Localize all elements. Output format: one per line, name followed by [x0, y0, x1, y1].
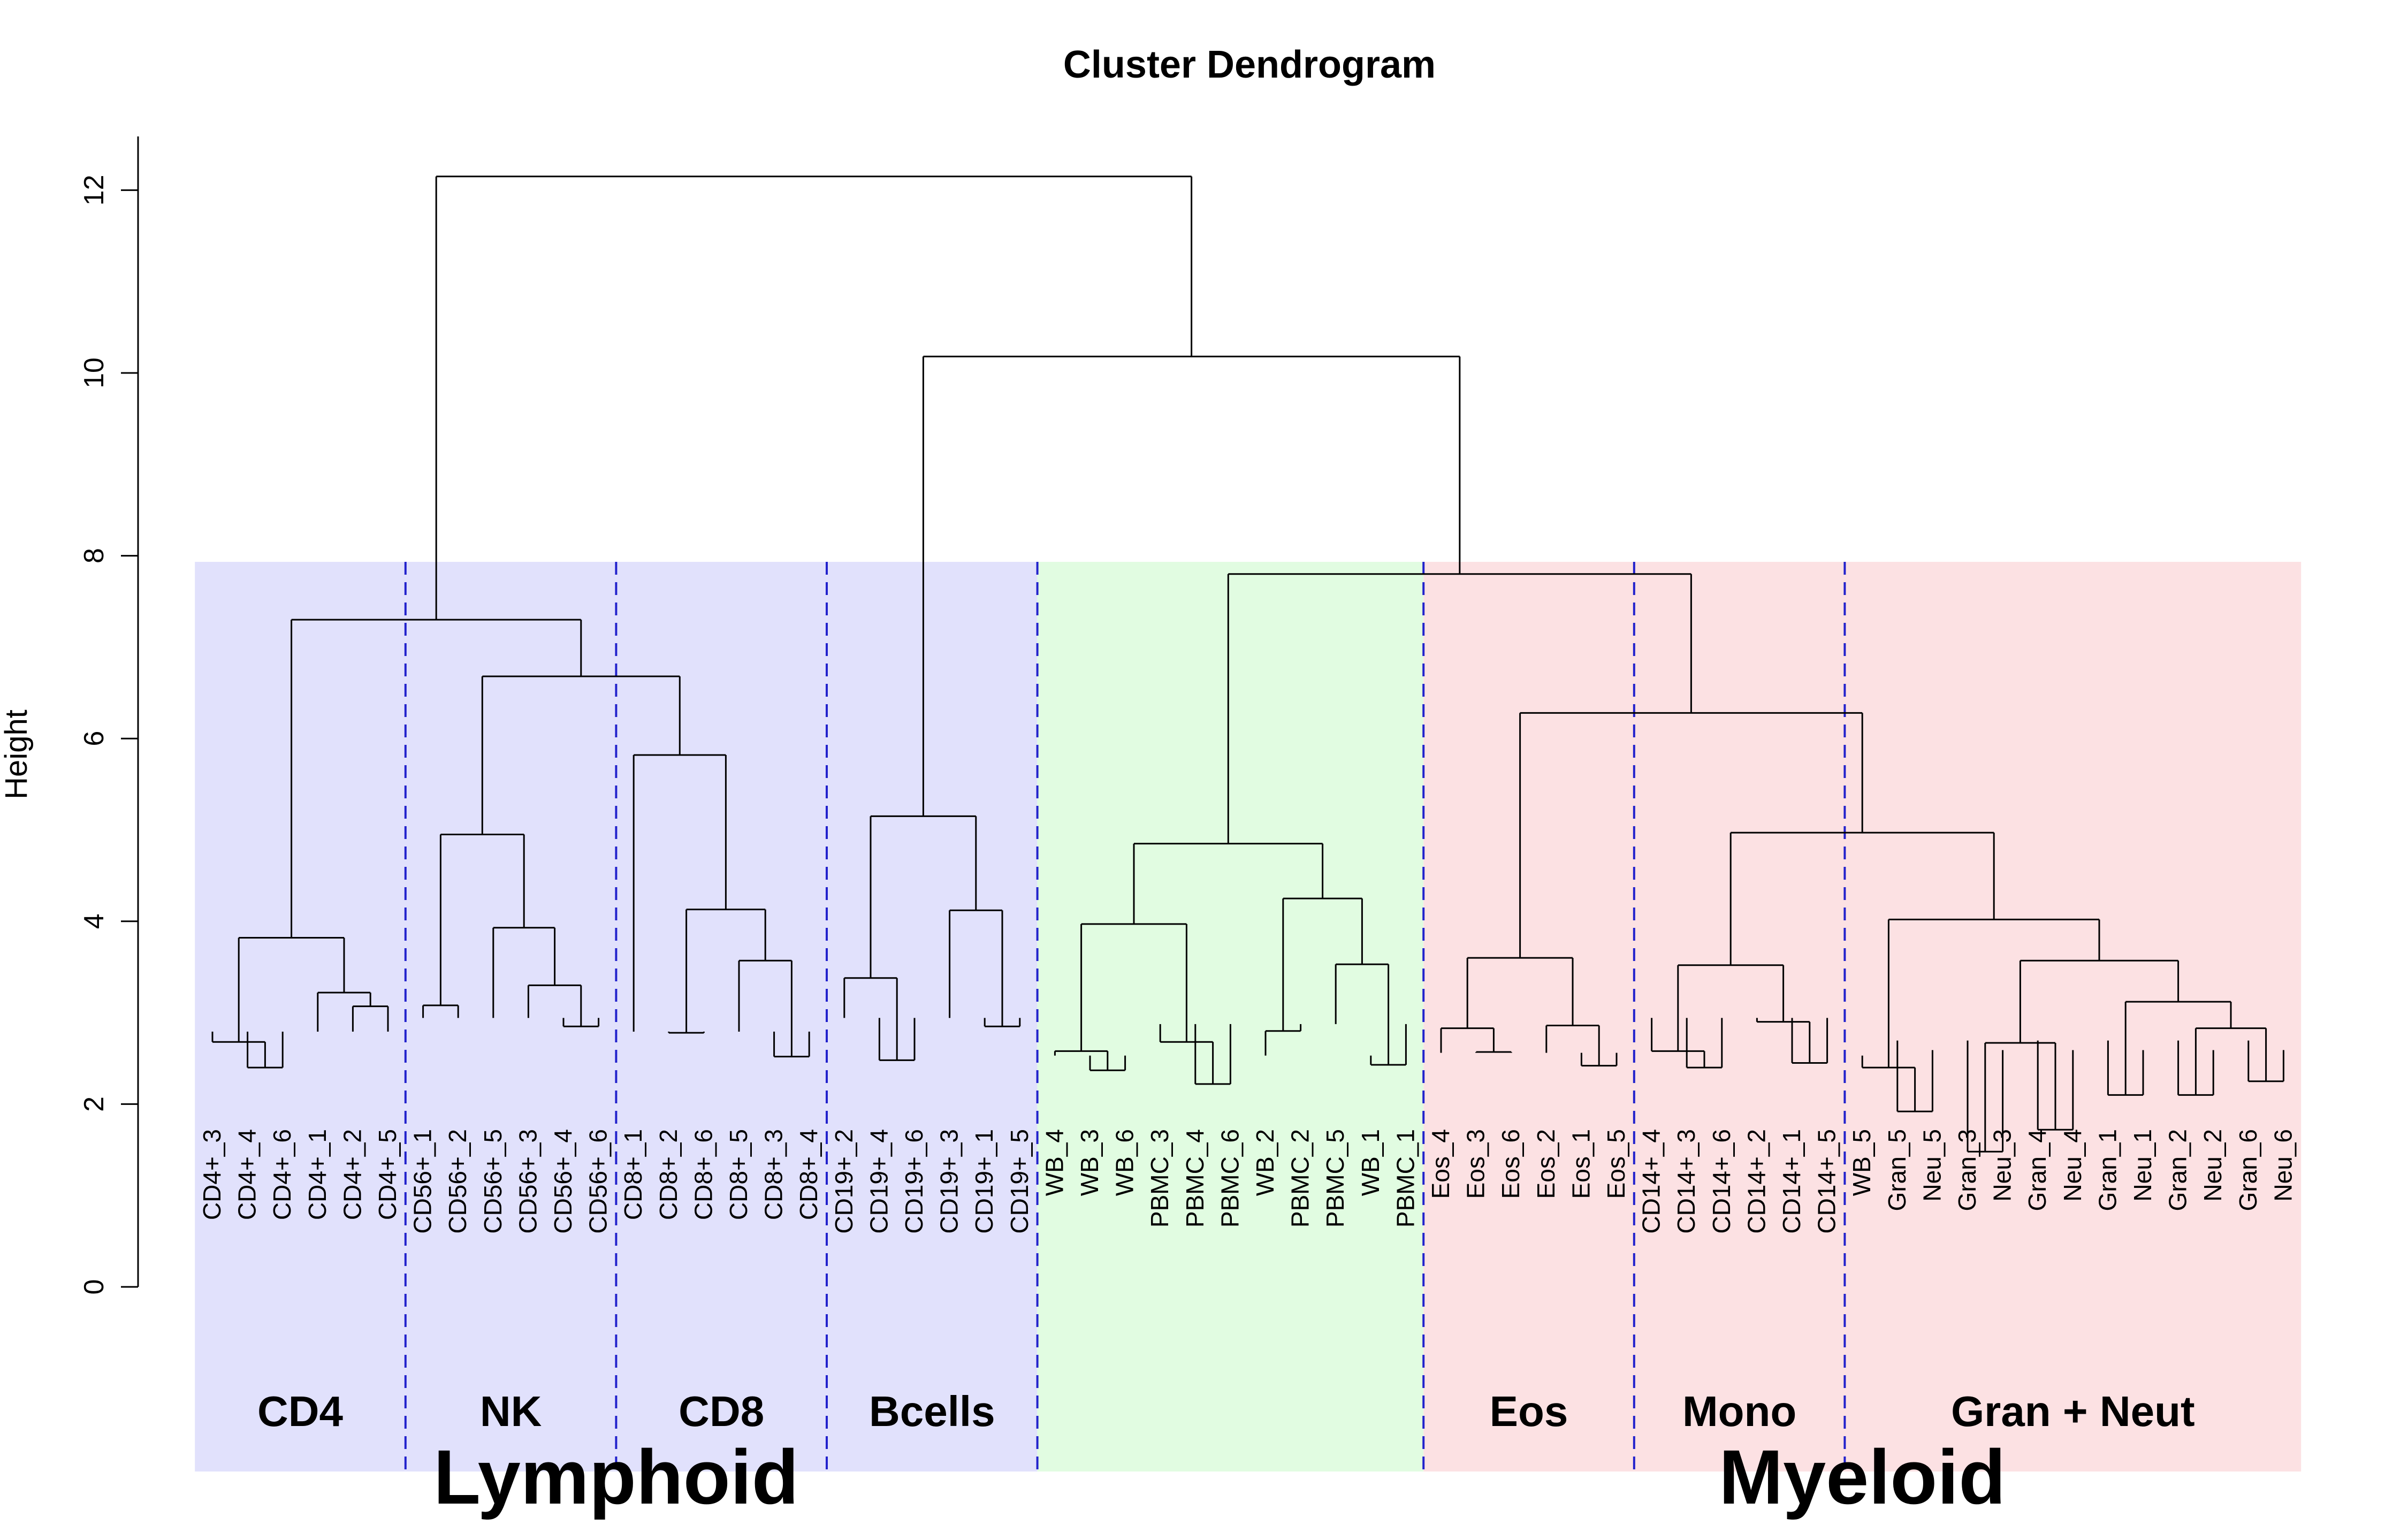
cluster-label-nk: NK: [480, 1387, 542, 1435]
leaf-label: WB_6: [1111, 1129, 1139, 1196]
leaf-label: CD4+_1: [303, 1129, 331, 1220]
leaf-label: CD56+_6: [584, 1129, 612, 1234]
leaf-label: CD8+_2: [654, 1129, 682, 1220]
y-axis: 0 2 4 6 8 10 12: [79, 136, 139, 1295]
leaf-label: PBMC_4: [1181, 1129, 1209, 1227]
leaf-label: CD14+_5: [1813, 1129, 1841, 1234]
background-regions: [195, 562, 2302, 1471]
leaf-label: CD14+_6: [1708, 1129, 1735, 1234]
y-tick-label: 8: [79, 548, 110, 563]
leaf-label: Gran_3: [1953, 1129, 1981, 1211]
leaf-label: CD4+_2: [338, 1129, 366, 1220]
cluster-dividers: [404, 562, 1846, 1471]
leaf-labels: CD4+_3 CD4+_4 CD4+_6 CD4+_1 CD4+_2 CD4+_5 CD56…: [198, 1129, 2297, 1234]
dendrogram-tree: [211, 176, 2284, 1153]
cluster-label-mono: Mono: [1682, 1387, 1796, 1435]
leaf-label: Gran_4: [2023, 1129, 2051, 1211]
leaf-label: CD4+_4: [233, 1129, 261, 1220]
leaf-label: WB_4: [1040, 1129, 1068, 1196]
leaf-label: Neu_2: [2199, 1129, 2227, 1202]
leaf-label: Gran_1: [2093, 1129, 2121, 1211]
leaf-label: CD19+_2: [830, 1129, 858, 1234]
leaf-label: Eos_3: [1462, 1129, 1490, 1199]
leaf-label: Eos_1: [1567, 1129, 1595, 1199]
leaf-label: CD56+_5: [479, 1129, 507, 1234]
leaf-label: CD8+_5: [725, 1129, 752, 1220]
leaf-label: CD56+_4: [549, 1129, 577, 1234]
leaf-label: WB_3: [1076, 1129, 1103, 1196]
leaf-label: Eos_4: [1427, 1129, 1454, 1199]
cluster-label-bcells: Bcells: [869, 1387, 995, 1435]
leaf-label: CD19+_3: [935, 1129, 963, 1234]
leaf-label: CD4+_6: [268, 1129, 296, 1220]
leaf-label: CD8+_1: [619, 1129, 647, 1220]
leaf-label: PBMC_6: [1216, 1129, 1244, 1227]
leaf-label: CD56+_1: [409, 1129, 437, 1234]
cluster-label-cd4: CD4: [257, 1387, 344, 1435]
leaf-label: CD19+_5: [1005, 1129, 1033, 1234]
leaf-label: CD4+_3: [198, 1129, 226, 1220]
y-axis-label: Height: [0, 710, 34, 799]
leaf-label: CD56+_3: [514, 1129, 542, 1234]
y-tick-label: 2: [79, 1096, 110, 1112]
leaf-label: Neu_5: [1918, 1129, 1946, 1202]
y-tick-label: 4: [79, 913, 110, 929]
y-tick-label: 10: [79, 357, 110, 388]
leaf-label: CD14+_1: [1778, 1129, 1805, 1234]
region-band-2: [1037, 562, 1424, 1471]
leaf-label: PBMC_2: [1286, 1129, 1314, 1227]
leaf-label: CD56+_2: [444, 1129, 471, 1234]
leaf-label: CD14+_3: [1672, 1129, 1700, 1234]
leaf-label: PBMC_1: [1391, 1129, 1419, 1227]
leaf-label: Gran_6: [2234, 1129, 2262, 1211]
chart-title: Cluster Dendrogram: [1063, 43, 1436, 86]
y-tick-label: 12: [79, 174, 110, 205]
leaf-label: Neu_3: [1988, 1129, 2016, 1202]
lineage-label-lymphoid: Lymphoid: [433, 1434, 799, 1520]
leaf-label: WB_2: [1251, 1129, 1279, 1196]
leaf-label: Gran_5: [1883, 1129, 1911, 1211]
leaf-label: Neu_6: [2269, 1129, 2297, 1202]
leaf-label: CD14+_2: [1742, 1129, 1770, 1234]
leaf-label: CD19+_1: [970, 1129, 998, 1234]
leaf-label: Neu_1: [2129, 1129, 2156, 1202]
leaf-label: Eos_2: [1532, 1129, 1560, 1199]
leaf-label: CD14+_4: [1637, 1129, 1665, 1234]
leaf-label: Eos_6: [1497, 1129, 1525, 1199]
region-band-3: [1423, 562, 2302, 1471]
leaf-label: PBMC_3: [1146, 1129, 1173, 1227]
leaf-label: CD4+_5: [374, 1129, 401, 1220]
leaf-label: CD8+_6: [689, 1129, 717, 1220]
lineage-label-myeloid: Myeloid: [1719, 1434, 2006, 1520]
y-tick-label: 0: [79, 1279, 110, 1295]
leaf-label: CD19+_4: [865, 1129, 893, 1234]
leaf-label: PBMC_5: [1321, 1129, 1349, 1227]
leaf-label: WB_5: [1848, 1129, 1876, 1196]
y-tick-label: 6: [79, 731, 110, 746]
cluster-label-gran-neut: Gran + Neut: [1951, 1387, 2195, 1435]
leaf-label: CD19+_6: [900, 1129, 928, 1234]
leaf-label: CD8+_4: [795, 1129, 822, 1220]
leaf-label: CD8+_3: [760, 1129, 788, 1220]
cluster-label-eos: Eos: [1490, 1387, 1568, 1435]
leaf-label: Gran_2: [2164, 1129, 2192, 1211]
leaf-label: Eos_5: [1602, 1129, 1630, 1199]
group-labels: CD4 NK CD8 Bcells Eos Mono Gran + Neut Lymphoid…: [257, 1387, 2195, 1520]
leaf-label: Neu_4: [2059, 1129, 2086, 1202]
leaf-label: WB_1: [1357, 1129, 1384, 1196]
cluster-label-cd8: CD8: [679, 1387, 764, 1435]
